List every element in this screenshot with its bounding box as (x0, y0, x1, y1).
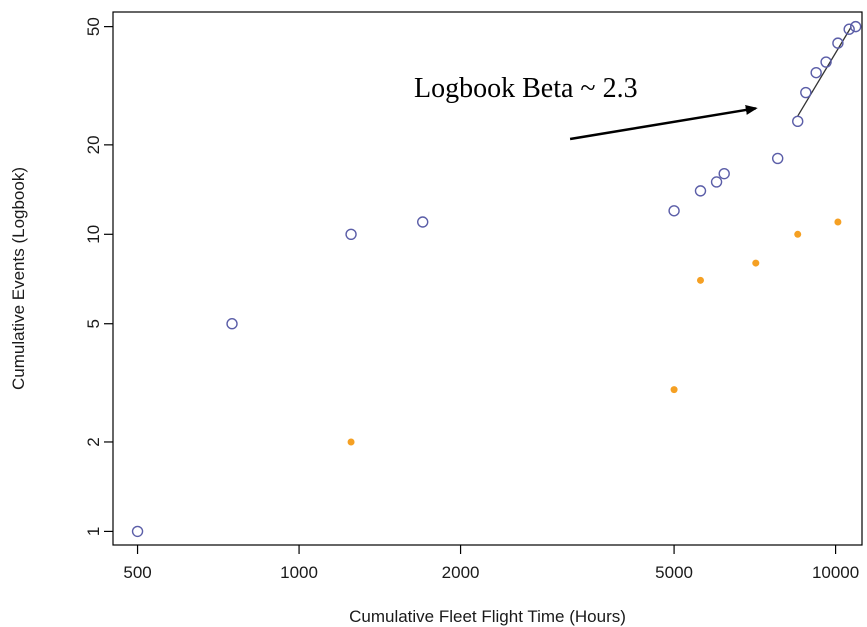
logbook-point (792, 115, 804, 128)
event-point (834, 218, 842, 226)
x-tick-label: 500 (123, 563, 151, 582)
y-tick-label: 50 (84, 17, 103, 36)
logbook-point (694, 185, 707, 197)
y-axis-label: Cumulative Events (Logbook) (9, 167, 28, 390)
event-point (670, 386, 678, 394)
y-tick-label: 10 (84, 225, 103, 244)
logbook-point (668, 205, 680, 217)
y-tick-label: 20 (84, 135, 103, 154)
data-points (131, 20, 862, 538)
event-point (752, 259, 760, 267)
logbook-point (131, 525, 144, 538)
logbook-point (843, 23, 855, 35)
annotation-arrow (569, 105, 758, 141)
logbook-point (771, 152, 784, 165)
logbook-point (718, 167, 730, 180)
annotation-text: Logbook Beta ~ 2.3 (414, 73, 638, 104)
logbook-point (226, 318, 238, 330)
logbook-point (800, 86, 812, 99)
trend-line-group (797, 26, 852, 117)
y-tick-label: 2 (84, 437, 103, 446)
logbook-point (417, 216, 429, 228)
event-point (696, 276, 704, 284)
logbook-point (820, 56, 832, 68)
plot-border (112, 11, 863, 546)
y-tick-label: 1 (84, 527, 103, 536)
x-axis: 500 1000 2000 5000 10000 (123, 545, 859, 582)
x-tick-label: 2000 (442, 563, 480, 582)
plot-frame (112, 11, 863, 546)
logbook-point (832, 37, 844, 49)
logbook-point (710, 176, 723, 188)
x-tick-label: 10000 (812, 563, 859, 582)
event-point (347, 438, 355, 446)
y-axis: 1 2 5 10 20 50 (84, 17, 113, 536)
x-tick-label: 1000 (280, 563, 318, 582)
x-axis-label: Cumulative Fleet Flight Time (Hours) (349, 607, 626, 626)
logbook-point (345, 228, 357, 240)
logbook-point (849, 20, 862, 33)
trend-line (797, 26, 852, 117)
annotation-group: Logbook Beta ~ 2.3 (414, 73, 758, 141)
y-tick-label: 5 (84, 319, 103, 328)
logbook-point (810, 66, 822, 79)
event-point (794, 230, 802, 238)
x-tick-label: 5000 (655, 563, 693, 582)
